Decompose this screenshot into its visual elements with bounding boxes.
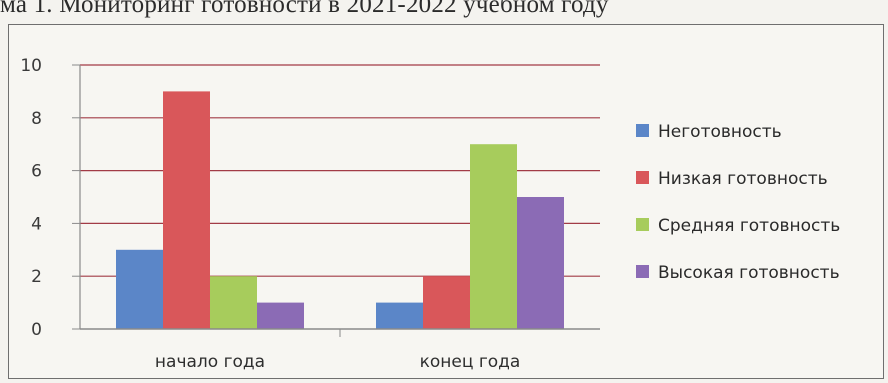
legend-swatch [636, 124, 649, 137]
chart-caption: ма 1. Мониторинг готовности в 2021-2022 … [0, 0, 609, 18]
bar [257, 302, 304, 329]
legend-swatch [636, 171, 649, 184]
bar [517, 197, 564, 329]
bars [116, 91, 564, 330]
legend: Неготовность Низкая готовность Средняя гот… [636, 122, 840, 283]
bar [376, 302, 423, 329]
x-tick-label: конец года [420, 352, 521, 372]
y-axis: 0 2 4 6 8 10 [20, 56, 81, 340]
legend-swatch [636, 265, 649, 278]
legend-label: Низкая готовность [658, 169, 828, 189]
legend-label: Неготовность [658, 122, 782, 142]
y-tick-label: 0 [31, 320, 42, 340]
y-tick-label: 2 [31, 267, 42, 287]
y-tick-label: 4 [31, 214, 42, 234]
bar [163, 91, 210, 330]
bar [210, 276, 257, 329]
y-tick-label: 8 [31, 109, 42, 129]
y-tick-label: 6 [31, 162, 42, 182]
y-tick-label: 10 [20, 56, 42, 76]
bar [470, 144, 517, 329]
legend-label: Высокая готовность [658, 263, 840, 283]
bar [423, 276, 470, 329]
legend-label: Средняя готовность [658, 216, 840, 236]
x-tick-label: начало года [155, 352, 265, 372]
bar [116, 249, 163, 329]
legend-swatch [636, 218, 649, 231]
x-axis: начало года конец года [80, 328, 600, 372]
